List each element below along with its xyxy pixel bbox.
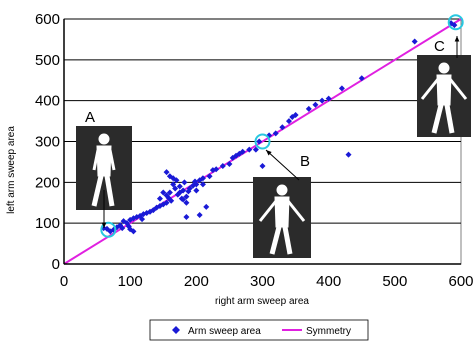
y-tick-label: 600 — [35, 11, 60, 28]
x-tick-label: 500 — [382, 273, 407, 290]
x-tick-label: 300 — [250, 273, 275, 290]
x-tick-label: 600 — [448, 273, 473, 290]
y-tick-label: 400 — [35, 93, 60, 110]
annotation-label-A: A — [85, 109, 95, 126]
x-axis-title: right arm sweep area — [215, 296, 309, 307]
legend-label-symmetry: Symmetry — [306, 326, 351, 337]
y-tick-label: 200 — [35, 174, 60, 191]
silhouette-head — [277, 185, 287, 195]
x-tick-labels: 0 100 200 300 400 500 600 — [60, 273, 473, 290]
y-tick-labels: 0 100 200 300 400 500 600 — [35, 11, 60, 273]
silhouette-torso — [437, 75, 451, 105]
y-tick-label: 0 — [52, 256, 60, 273]
legend-label-arm-sweep: Arm sweep area — [188, 326, 261, 337]
silhouette-head — [439, 63, 449, 73]
y-tick-label: 500 — [35, 52, 60, 69]
x-tick-label: 100 — [118, 273, 143, 290]
annotation-label-C: C — [434, 38, 445, 55]
y-tick-label: 100 — [35, 215, 60, 232]
annotation-label-B: B — [300, 153, 310, 170]
silhouette-head — [99, 134, 109, 144]
x-tick-label: 0 — [60, 273, 68, 290]
silhouette-torso — [275, 197, 289, 227]
x-tick-label: 400 — [316, 273, 341, 290]
x-tick-label: 200 — [184, 273, 209, 290]
y-tick-label: 300 — [35, 134, 60, 151]
legend: Arm sweep area Symmetry — [150, 320, 368, 340]
y-axis-title: left arm sweep area — [6, 126, 17, 214]
